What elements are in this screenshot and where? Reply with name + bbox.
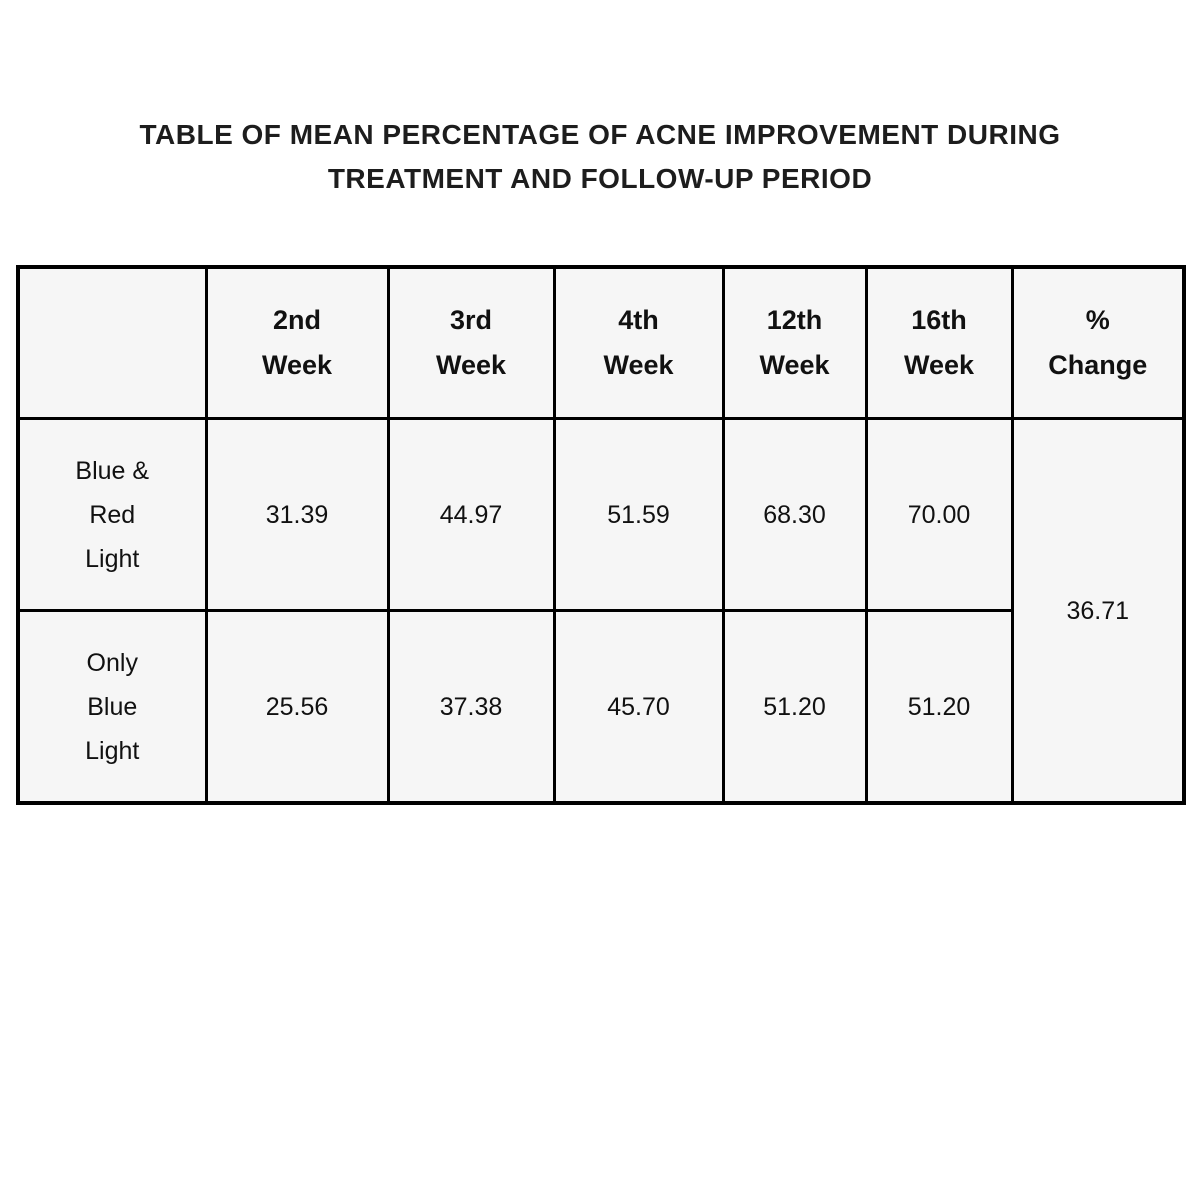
header-cell-12th-week: 12th Week bbox=[721, 265, 868, 420]
cell-value: 51.20 bbox=[864, 609, 1014, 805]
cell-value: 44.97 bbox=[386, 417, 556, 612]
header-cell-2nd-week: 2nd Week bbox=[204, 265, 390, 420]
header-cell-percent-change: % Change bbox=[1010, 265, 1186, 420]
table-row-only-blue-light: Only Blue Light 25.56 37.38 45.70 51.20 … bbox=[16, 609, 1184, 805]
cell-percent-change-merged: 36.71 bbox=[1010, 417, 1186, 805]
header-cell-3rd-week: 3rd Week bbox=[386, 265, 556, 420]
cell-value: 37.38 bbox=[386, 609, 556, 805]
cell-value: 70.00 bbox=[864, 417, 1014, 612]
cell-value: 51.59 bbox=[552, 417, 725, 612]
page-title: TABLE OF MEAN PERCENTAGE OF ACNE IMPROVE… bbox=[139, 119, 1061, 194]
header-cell-4th-week: 4th Week bbox=[552, 265, 725, 420]
table-row-blue-red-light: Blue & Red Light 31.39 44.97 51.59 68.30… bbox=[16, 417, 1186, 805]
cell-value: 68.30 bbox=[721, 417, 868, 612]
acne-improvement-table: 2nd Week 3rd Week 4th Week 12th Week 16t… bbox=[16, 265, 1186, 805]
row-label-blue-red-light: Blue & Red Light bbox=[16, 417, 208, 612]
page: TABLE OF MEAN PERCENTAGE OF ACNE IMPROVE… bbox=[0, 113, 1200, 1200]
cell-value: 45.70 bbox=[552, 609, 725, 805]
cell-value: 31.39 bbox=[204, 417, 390, 612]
header-cell-16th-week: 16th Week bbox=[864, 265, 1014, 420]
cell-value: 51.20 bbox=[721, 609, 868, 805]
cell-value: 25.56 bbox=[204, 609, 390, 805]
header-cell-empty bbox=[16, 265, 208, 420]
row-label-only-blue-light: Only Blue Light bbox=[16, 609, 208, 805]
header-row: 2nd Week 3rd Week 4th Week 12th Week 16t… bbox=[16, 265, 1186, 420]
